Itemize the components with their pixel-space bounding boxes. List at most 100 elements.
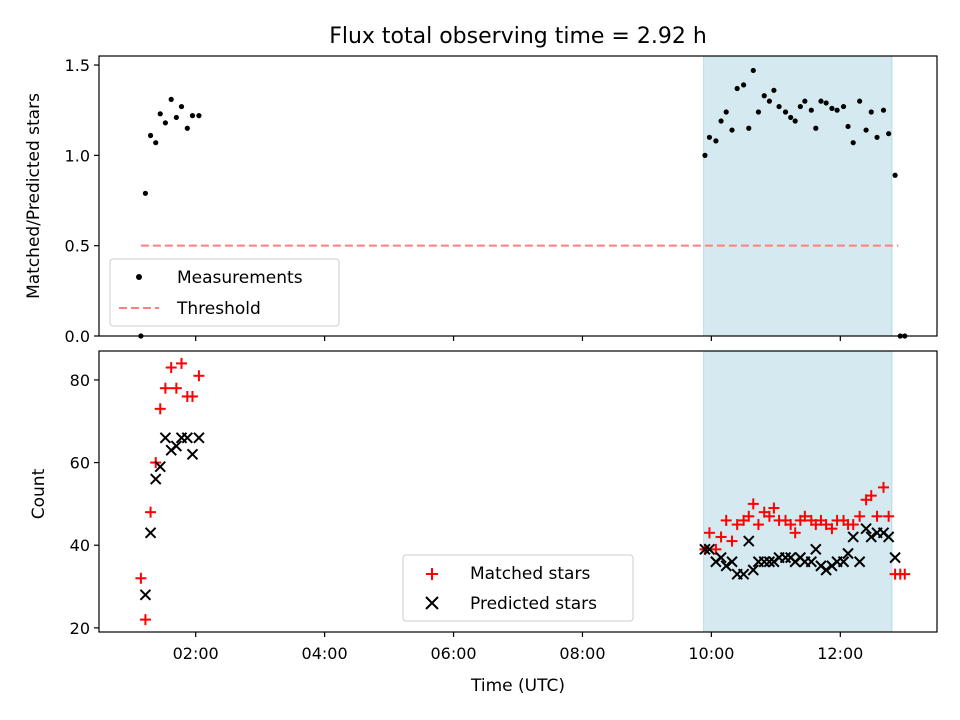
measurements-points — [138, 67, 908, 339]
measurement-point — [874, 134, 880, 140]
y-tick-label: 0.5 — [65, 237, 90, 256]
measurement-point — [761, 93, 767, 99]
matched-star-point — [747, 498, 759, 510]
matched-star-point — [186, 390, 198, 402]
measurement-point — [776, 103, 782, 110]
matched-star-point — [826, 523, 838, 535]
top-legend-box — [109, 258, 340, 327]
bottom-shaded-region — [703, 350, 893, 633]
matched-star-point — [165, 362, 177, 374]
shaded-observing-window — [703, 350, 893, 633]
matched-star-point — [145, 506, 157, 518]
bottom-axes-frame — [98, 350, 938, 633]
measurement-point — [880, 107, 887, 113]
predicted-star-point — [842, 547, 854, 560]
matched-star-point — [139, 614, 151, 626]
chart-title: Flux total observing time = 2.92 h — [329, 24, 707, 49]
matched-star-point — [170, 382, 182, 394]
predicted-star-point — [193, 432, 205, 444]
matched-stars-points — [135, 357, 911, 626]
predicted-star-point — [703, 543, 716, 556]
predicted-star-point — [150, 473, 162, 485]
bottom-x-ticks: 02:00 04:00 06:00 08:00 10:00 12:00 — [173, 632, 863, 663]
predicted-star-point — [726, 556, 738, 568]
measurement-point — [723, 109, 729, 115]
top-y-axis-label: Matched/Predicted stars — [24, 93, 44, 299]
matched-star-point — [193, 370, 205, 382]
measurement-point — [729, 127, 735, 133]
legend-measurements-marker — [136, 274, 142, 280]
matched-star-point — [877, 481, 889, 493]
legend-threshold-label: Threshold — [176, 299, 261, 319]
legend-matched-marker — [426, 568, 438, 580]
matched-star-point — [883, 510, 895, 522]
matched-star-point — [768, 502, 780, 514]
measurement-point — [850, 140, 856, 146]
y-tick-label: 40 — [70, 536, 90, 555]
measurement-point — [702, 152, 708, 158]
top-legend: Measurements Threshold — [109, 258, 340, 327]
predicted-star-point — [853, 556, 866, 568]
matched-star-point — [720, 514, 732, 526]
measurement-point — [147, 132, 154, 139]
measurement-point — [857, 98, 863, 104]
measurement-point — [840, 103, 847, 110]
predicted-star-point — [747, 564, 759, 576]
matched-star-point — [752, 519, 764, 531]
matched-star-point — [820, 519, 832, 531]
y-tick-label: 0.0 — [65, 327, 90, 346]
bottom-y-axis-label: Count — [29, 468, 49, 519]
legend-matched-label: Matched stars — [470, 564, 590, 584]
bottom-y-ticks: 20 40 60 80 — [70, 371, 99, 638]
measurement-point — [868, 109, 874, 115]
predicted-star-point — [186, 448, 199, 461]
measurement-point — [788, 114, 794, 121]
predicted-stars-points — [139, 432, 901, 601]
y-tick-label: 1.0 — [65, 146, 90, 165]
predicted-star-point — [159, 432, 172, 444]
predicted-star-point — [743, 535, 755, 547]
measurement-point — [802, 98, 808, 104]
matched-star-point — [715, 531, 727, 543]
matched-star-point — [785, 519, 797, 531]
legend-predicted-label: Predicted stars — [470, 594, 597, 614]
predicted-star-point — [805, 556, 818, 568]
matched-star-point — [703, 527, 715, 539]
measurement-point — [153, 140, 159, 146]
matched-star-point — [726, 535, 738, 547]
matched-star-point — [789, 527, 801, 539]
measurement-point — [734, 85, 740, 92]
matched-star-point — [154, 403, 166, 415]
measurement-point — [766, 98, 773, 104]
measurement-point — [173, 114, 179, 121]
predicted-star-point — [763, 556, 776, 568]
matched-star-point — [743, 510, 755, 522]
matched-star-point — [731, 519, 743, 531]
measurement-point — [845, 123, 851, 130]
predicted-star-point — [699, 543, 711, 556]
matched-star-point — [871, 510, 883, 522]
matched-star-point — [159, 382, 171, 394]
legend-predicted-marker — [425, 596, 439, 610]
matched-star-point — [854, 510, 866, 522]
measurement-point — [718, 118, 724, 124]
predicted-star-point — [820, 564, 832, 576]
y-tick-label: 60 — [70, 454, 90, 473]
x-axis-label: Time (UTC) — [470, 676, 565, 696]
measurement-point — [813, 125, 819, 131]
top-panel: 0.0 0.5 1.0 1.5 Matched/Predicted stars Mea… — [24, 55, 938, 346]
measurement-point — [142, 190, 149, 196]
measurement-point — [863, 127, 869, 133]
measurement-point — [834, 107, 840, 113]
predicted-star-point — [715, 551, 727, 564]
predicted-star-point — [889, 551, 901, 564]
predicted-star-point — [181, 432, 194, 444]
top-y-ticks: 0.0 0.5 1.0 1.5 — [65, 56, 99, 346]
predicted-star-point — [865, 531, 877, 543]
measurement-point — [189, 113, 196, 119]
predicted-star-point — [720, 560, 732, 572]
measurement-point — [184, 125, 190, 131]
predicted-star-point — [847, 531, 859, 543]
predicted-star-point — [779, 551, 792, 564]
